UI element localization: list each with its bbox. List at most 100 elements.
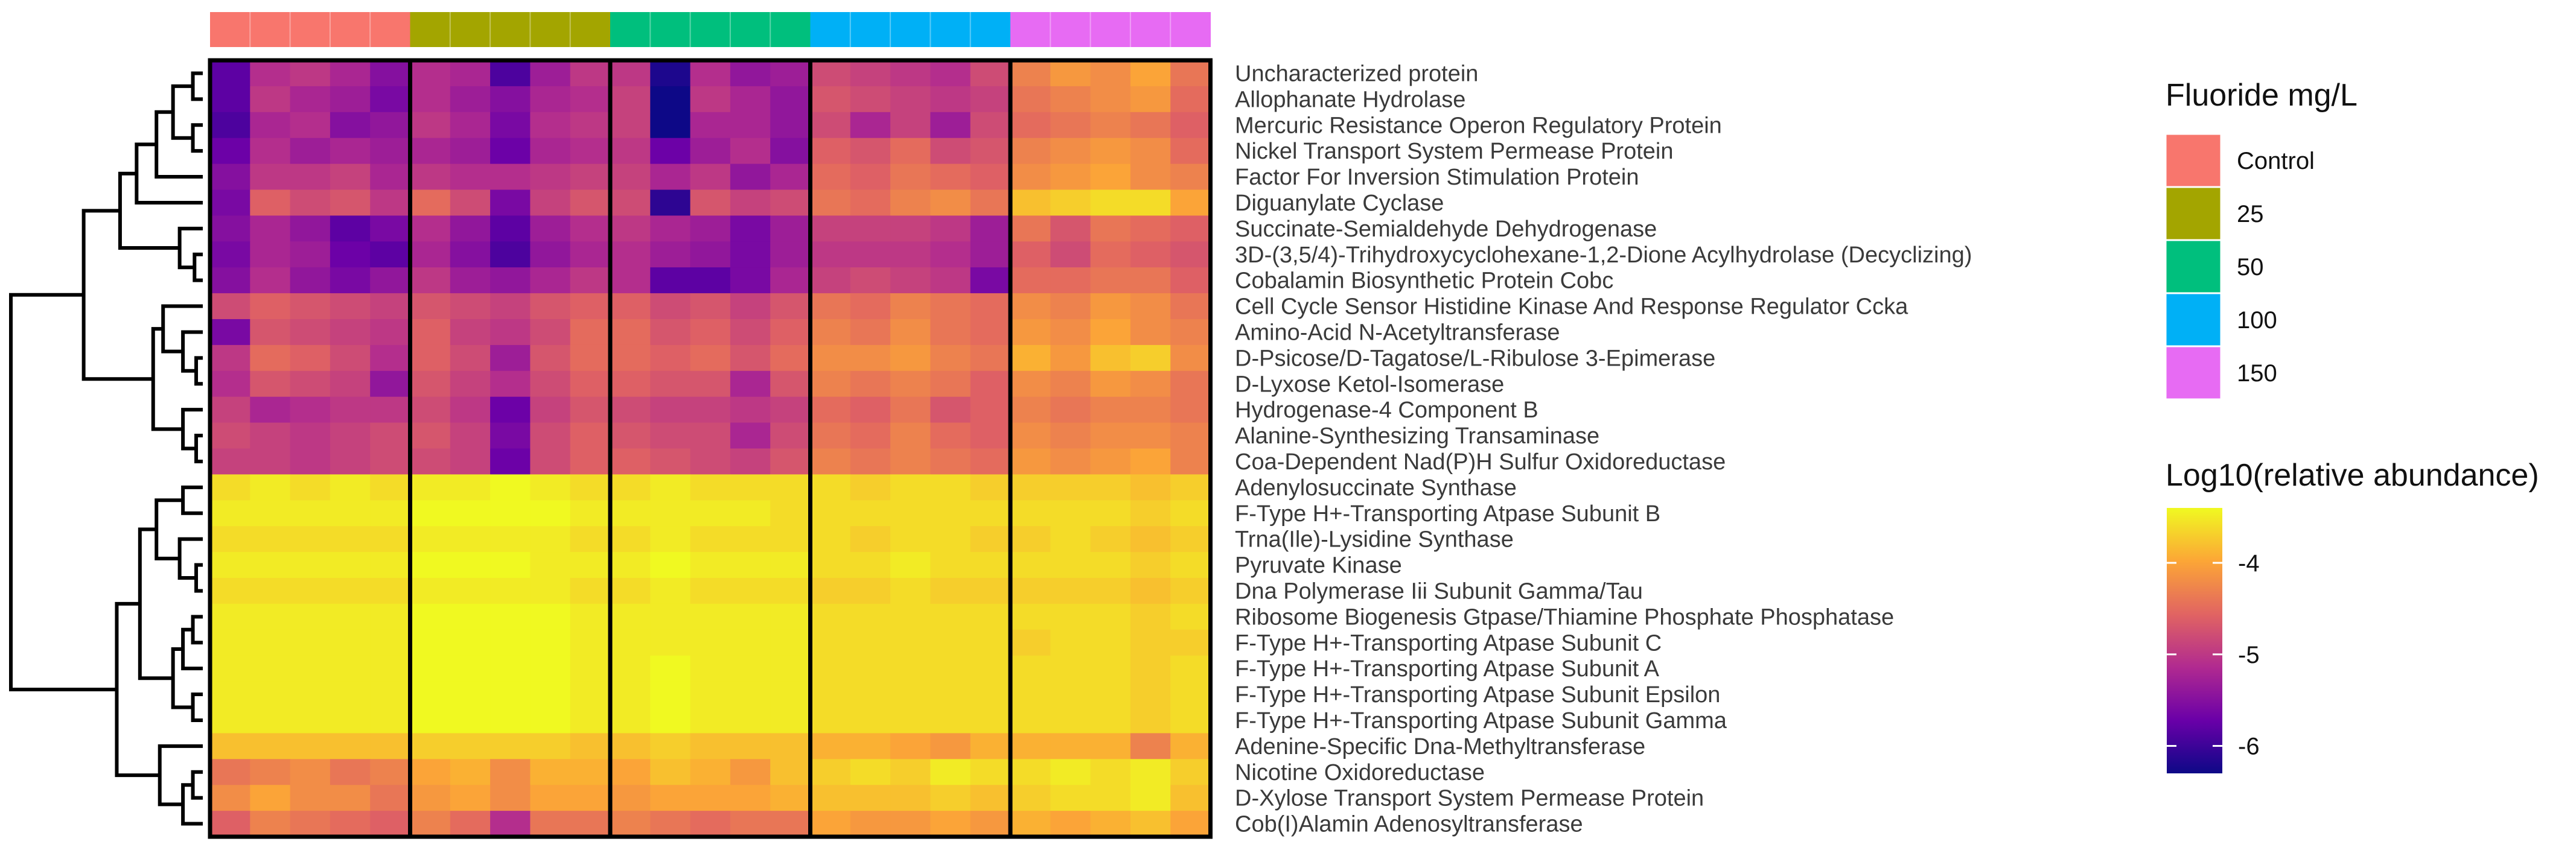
heatmap-cell (730, 293, 771, 320)
heatmap-cell (650, 293, 691, 320)
heatmap-cell (450, 422, 491, 449)
heatmap-cell (570, 422, 611, 449)
heatmap-cell (250, 112, 291, 139)
heatmap-cell (610, 112, 651, 139)
heatmap-cell (570, 811, 611, 837)
heatmap-cell (1010, 112, 1051, 139)
heatmap-cell (330, 785, 371, 811)
heatmap-cell (490, 603, 531, 630)
heatmap-cell (450, 578, 491, 604)
heatmap-cell (730, 448, 771, 475)
heatmap-cell (1170, 785, 1211, 811)
heatmap-cell (1170, 319, 1211, 346)
heatmap-cell (290, 578, 331, 604)
heatmap-cell (290, 552, 331, 579)
heatmap-cell (810, 500, 851, 527)
heatmap-cell (1130, 500, 1171, 527)
heatmap-cell (1090, 293, 1131, 320)
heatmap-cell (770, 707, 811, 734)
heatmap-cell (1130, 707, 1171, 734)
heatmap-cell (1130, 370, 1171, 398)
heatmap-cell (410, 681, 451, 708)
group-legend-swatch (2164, 133, 2222, 188)
heatmap-cell (570, 86, 611, 113)
heatmap-cell (770, 759, 811, 785)
heatmap-cell (930, 759, 971, 785)
heatmap-cell (890, 163, 931, 191)
heatmap-cell (370, 448, 411, 475)
heatmap-cell (1010, 629, 1051, 656)
heatmap-cell (970, 138, 1011, 165)
heatmap-cell (490, 189, 531, 216)
heatmap-cell (530, 370, 571, 398)
heatmap-cell (570, 60, 611, 87)
heatmap-cell (530, 785, 571, 811)
heatmap-cell (370, 112, 411, 139)
heatmap-cell (930, 811, 971, 837)
heatmap-cell (890, 86, 931, 113)
heatmap-cell (570, 112, 611, 139)
heatmap-cell (490, 60, 531, 87)
heatmap-cell (290, 629, 331, 656)
heatmap-cell (250, 526, 291, 553)
heatmap-cell (1050, 319, 1091, 346)
heatmap-cell (490, 759, 531, 785)
heatmap-cell (1130, 189, 1171, 216)
heatmap-cell (570, 655, 611, 682)
heatmap-cell (1130, 422, 1171, 449)
row-label: F-Type H+-Transporting Atpase Subunit Ep… (1235, 682, 1720, 708)
heatmap-cell (490, 344, 531, 372)
heatmap-cell (770, 215, 811, 242)
heatmap-cell (850, 603, 891, 630)
heatmap-cell (570, 500, 611, 527)
heatmap-cell (290, 759, 331, 785)
row-label: 3D-(3,5/4)-Trihydroxycyclohexane-1,2-Dio… (1235, 243, 1972, 268)
heatmap-cell (410, 344, 451, 372)
heatmap-cell (1010, 448, 1051, 475)
heatmap-cell (370, 163, 411, 191)
heatmap-cell (1090, 241, 1131, 268)
heatmap-cell (370, 681, 411, 708)
heatmap-cell (330, 370, 371, 398)
heatmap-cell (1090, 707, 1131, 734)
heatmap-cell (650, 319, 691, 346)
heatmap-cell (570, 448, 611, 475)
heatmap-cell (250, 319, 291, 346)
heatmap-cell (970, 552, 1011, 579)
heatmap-cell (330, 629, 371, 656)
heatmap-cell (250, 344, 291, 372)
heatmap-cell (490, 448, 531, 475)
heatmap-cell (530, 707, 571, 734)
heatmap-cell (690, 474, 731, 501)
heatmap-cell (690, 86, 731, 113)
heatmap-cell (890, 344, 931, 372)
heatmap-cell (1050, 267, 1091, 294)
heatmap-cell (290, 241, 331, 268)
heatmap-cell (610, 603, 651, 630)
heatmap-cell (530, 319, 571, 346)
heatmap-cell (890, 422, 931, 449)
heatmap-cell (810, 655, 851, 682)
heatmap-cell (850, 215, 891, 242)
heatmap-cell (690, 163, 731, 191)
heatmap-cell (1090, 112, 1131, 139)
heatmap-cell (970, 681, 1011, 708)
heatmap-cell (530, 138, 571, 165)
heatmap-cell (610, 785, 651, 811)
heatmap-cell (690, 578, 731, 604)
heatmap-cell (850, 655, 891, 682)
heatmap-cell (730, 629, 771, 656)
heatmap-cell (1050, 293, 1091, 320)
row-label: Ribosome Biogenesis Gtpase/Thiamine Phos… (1235, 604, 1894, 630)
heatmap-cell (410, 319, 451, 346)
heatmap-cell (450, 629, 491, 656)
heatmap-cell (1130, 603, 1171, 630)
row-label: Diguanylate Cyclase (1235, 191, 1444, 216)
heatmap-cell (610, 86, 651, 113)
heatmap-cell (930, 60, 971, 87)
heatmap-cell (1130, 396, 1171, 423)
heatmap-cell (530, 344, 571, 372)
heatmap-cell (490, 811, 531, 837)
heatmap-cell (450, 759, 491, 785)
heatmap-cell (330, 215, 371, 242)
